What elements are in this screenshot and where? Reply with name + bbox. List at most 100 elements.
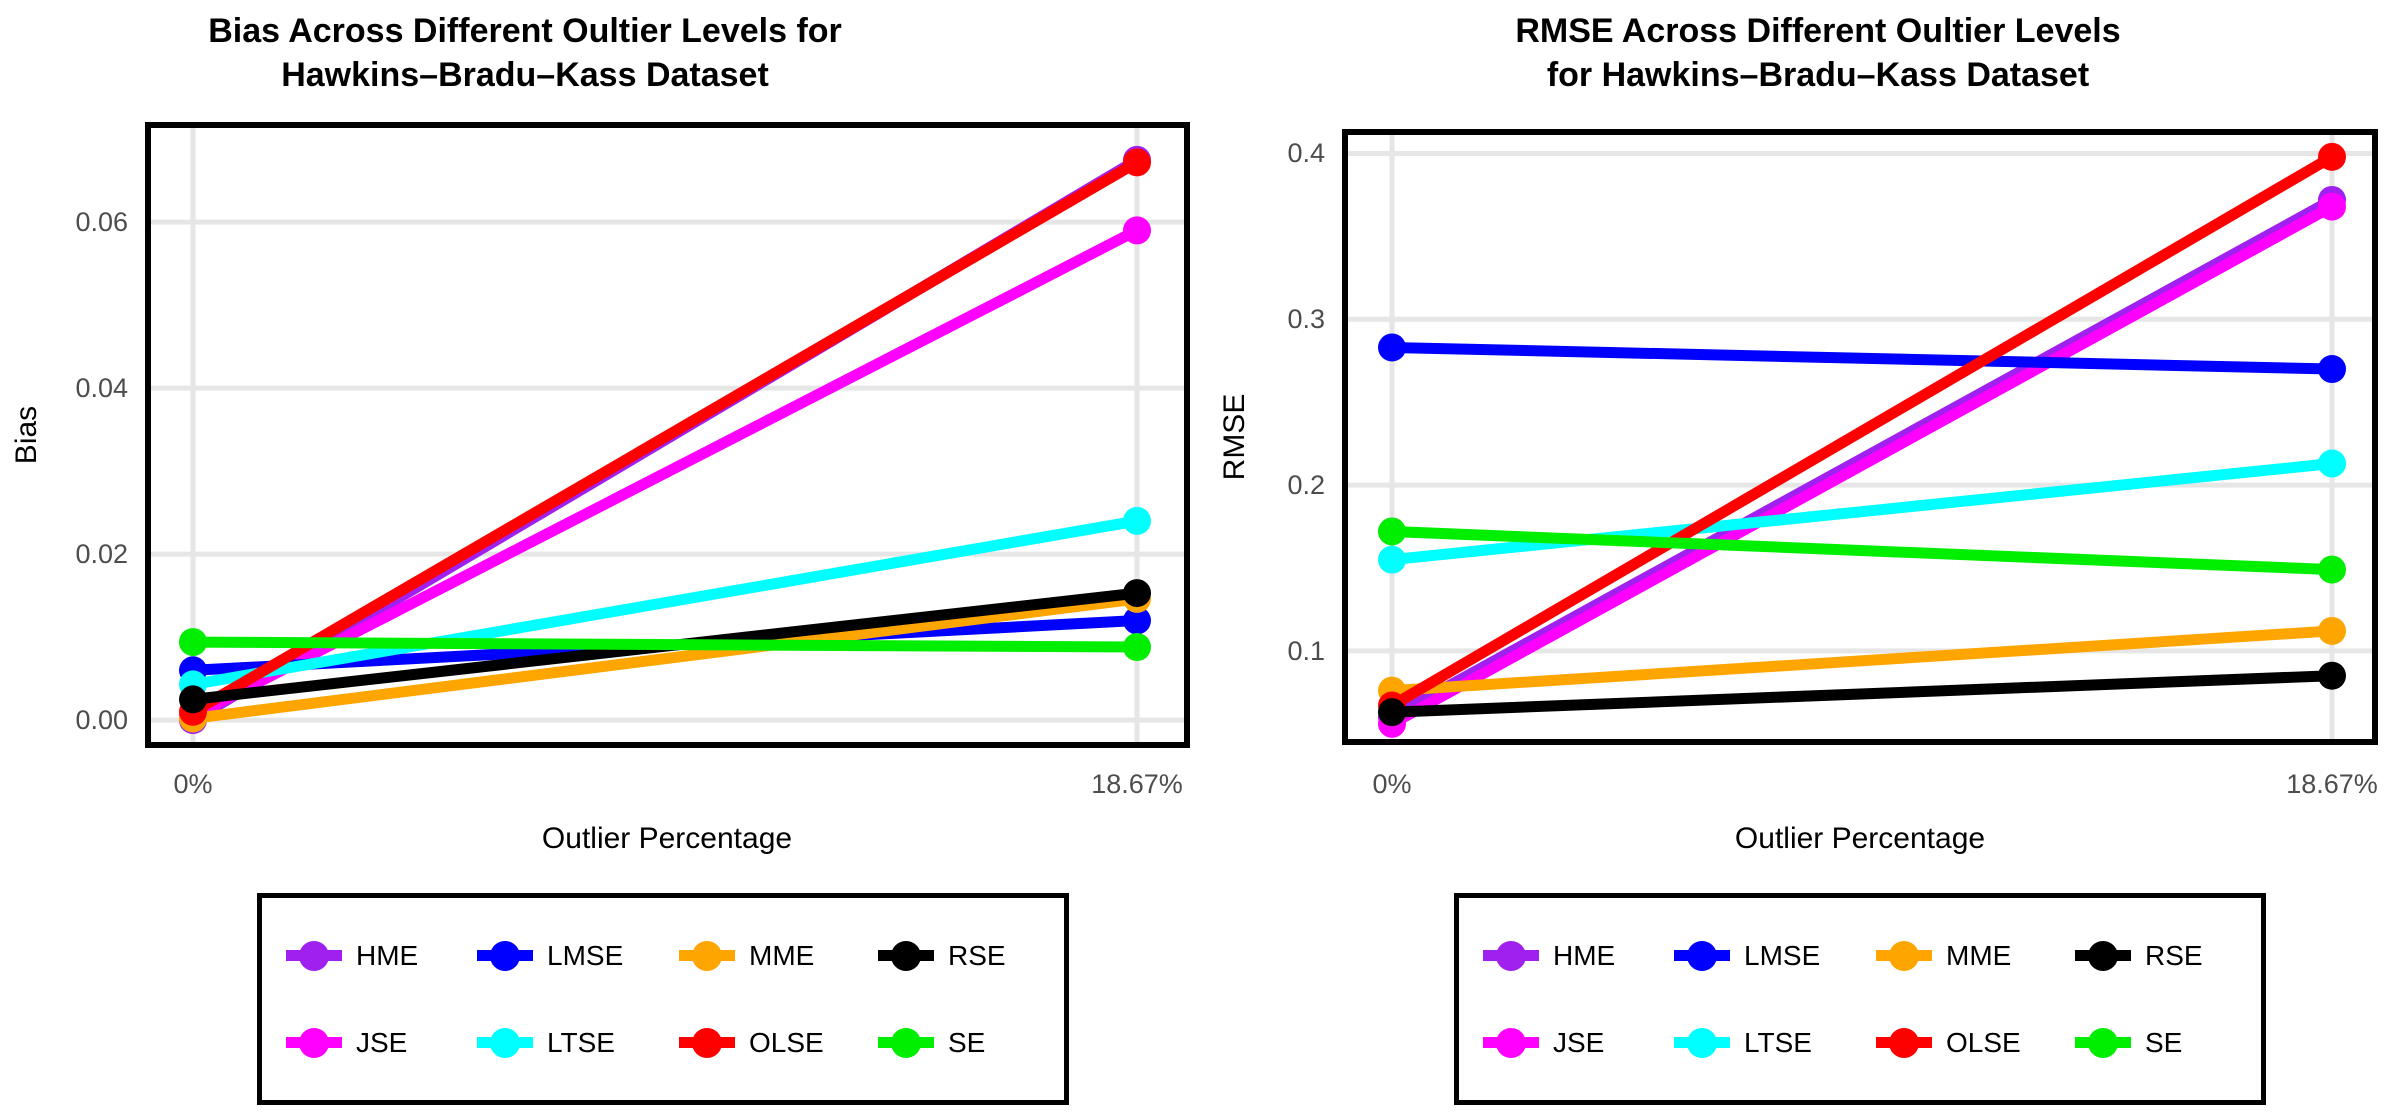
legend-entry-JSE: JSE — [1483, 1026, 1674, 1060]
rmse-chart-half: RMSE Across Different Oultier Levels for… — [1200, 0, 2400, 1119]
bias-chart: Bias Across Different Oultier Levels for… — [10, 12, 1190, 855]
legend-entry-RSE: RSE — [878, 939, 1054, 973]
legend-key-icon — [679, 1026, 735, 1060]
data-point-SE — [1123, 633, 1151, 662]
y-tick-label: 0.4 — [1287, 138, 1325, 168]
data-point-LMSE — [2318, 355, 2346, 384]
legend-key-icon — [1483, 1026, 1539, 1060]
legend-label: OLSE — [1946, 1026, 2021, 1058]
legend-entry-LTSE: LTSE — [477, 1026, 679, 1060]
y-tick-label: 0.06 — [75, 207, 128, 237]
bias-chart-half: Bias Across Different Oultier Levels for… — [10, 12, 1190, 1105]
legend-label: RSE — [2145, 939, 2203, 971]
rmse-x-axis-title: Outlier Percentage — [1735, 822, 1985, 855]
bias-title-line2: Hawkins–Bradu–Kass Dataset — [281, 56, 769, 94]
series-line-LMSE — [1391, 341, 2333, 375]
bias-y-axis-title: Bias — [10, 406, 43, 464]
bias-title-line1: Bias Across Different Oultier Levels for — [208, 12, 842, 50]
x-tick-label: 0% — [173, 769, 212, 799]
data-point-JSE — [2318, 192, 2346, 221]
legend-label: LTSE — [1744, 1026, 1812, 1058]
data-point-LTSE — [1123, 506, 1151, 535]
legend-entry-LMSE: LMSE — [477, 939, 679, 973]
legend-entry-OLSE: OLSE — [1876, 1026, 2075, 1060]
legend-label: MME — [1946, 939, 2012, 971]
series-line-RSE — [1391, 670, 2333, 718]
legend-label: HME — [1553, 939, 1616, 971]
x-tick-label: 0% — [1372, 769, 1411, 799]
legend-key-icon — [1483, 939, 1539, 973]
legend-entry-OLSE: OLSE — [679, 1026, 878, 1060]
data-point-RSE — [1123, 579, 1151, 608]
legend-label: LMSE — [547, 939, 624, 971]
legend-key-icon — [679, 939, 735, 973]
legend-key-dot — [1889, 940, 1919, 971]
data-point-LMSE — [1378, 333, 1406, 362]
legend-key-dot — [692, 1027, 722, 1058]
legend-label: HME — [356, 939, 419, 971]
x-tick-label: 18.67% — [2286, 769, 2378, 799]
y-tick-label: 0.2 — [1287, 470, 1325, 500]
series-line-JSE — [1389, 201, 2335, 729]
legend-key-icon — [878, 939, 934, 973]
legend-key-icon — [477, 939, 533, 973]
data-point-MME — [2318, 616, 2346, 645]
legend-key-icon — [2075, 939, 2131, 973]
legend-entry-HME: HME — [286, 939, 477, 973]
legend-box-rmse: HME LMSE MME RSE JSE LTSE OLSE SE — [1454, 893, 2266, 1105]
legend-entry-LMSE: LMSE — [1674, 939, 1876, 973]
series-line-OLSE — [190, 157, 1140, 717]
rmse-title-line1: RMSE Across Different Oultier Levels — [1515, 12, 2120, 50]
legend-key-icon — [477, 1026, 533, 1060]
legend-box-bias: HME LMSE MME RSE JSE LTSE OLSE SE — [257, 893, 1069, 1105]
legend-key-dot — [1496, 1027, 1526, 1058]
legend-entry-SE: SE — [2075, 1026, 2251, 1060]
legend-entry-JSE: JSE — [286, 1026, 477, 1060]
legend-key-icon — [1674, 939, 1730, 973]
legend-key-dot — [692, 940, 722, 971]
legend-label: MME — [749, 939, 815, 971]
legend-entry-RSE: RSE — [2075, 939, 2251, 973]
data-point-RSE — [2318, 661, 2346, 690]
data-point-LMSE — [1123, 606, 1151, 635]
legend-label: LMSE — [1744, 939, 1821, 971]
legend-row: JSE LTSE OLSE SE — [286, 999, 1054, 1086]
rmse-title-line2: for Hawkins–Bradu–Kass Dataset — [1547, 56, 2089, 94]
data-point-LTSE — [1378, 545, 1406, 574]
legend-entry-HME: HME — [1483, 939, 1674, 973]
y-tick-label: 0.1 — [1287, 636, 1325, 666]
series-line-HME — [1389, 195, 2335, 722]
bias-x-axis-title: Outlier Percentage — [542, 822, 792, 855]
rmse-chart: RMSE Across Different Oultier Levels for… — [1218, 12, 2378, 855]
legend-key-dot — [299, 940, 329, 971]
legend-label: SE — [948, 1026, 986, 1058]
legend-entry-SE: SE — [878, 1026, 1054, 1060]
y-tick-label: 0.3 — [1287, 304, 1325, 334]
legend-key-dot — [490, 940, 520, 971]
legend-entry-LTSE: LTSE — [1674, 1026, 1876, 1060]
legend-entry-MME: MME — [1876, 939, 2075, 973]
y-tick-label: 0.04 — [75, 373, 128, 403]
data-point-SE — [179, 628, 207, 657]
legend-key-icon — [1674, 1026, 1730, 1060]
legend-key-icon — [878, 1026, 934, 1060]
legend-label: RSE — [948, 939, 1006, 971]
legend-key-dot — [891, 940, 921, 971]
legend-label: LTSE — [547, 1026, 615, 1058]
legend-key-icon — [1876, 1026, 1932, 1060]
series-line-MME — [192, 593, 1138, 724]
legend-key-dot — [1687, 940, 1717, 971]
legend-row: JSE LTSE OLSE SE — [1483, 999, 2251, 1086]
legend-label: JSE — [356, 1026, 408, 1058]
legend-label: JSE — [1553, 1026, 1605, 1058]
data-point-JSE — [1123, 216, 1151, 245]
legend-key-icon — [2075, 1026, 2131, 1060]
panel-border — [145, 122, 1190, 748]
data-point-SE — [2318, 555, 2346, 584]
legend-key-dot — [1496, 940, 1526, 971]
legend-key-dot — [1889, 1027, 1919, 1058]
series-line-SE — [1391, 525, 2333, 576]
legend-key-dot — [2088, 940, 2118, 971]
data-point-LTSE — [2318, 449, 2346, 478]
